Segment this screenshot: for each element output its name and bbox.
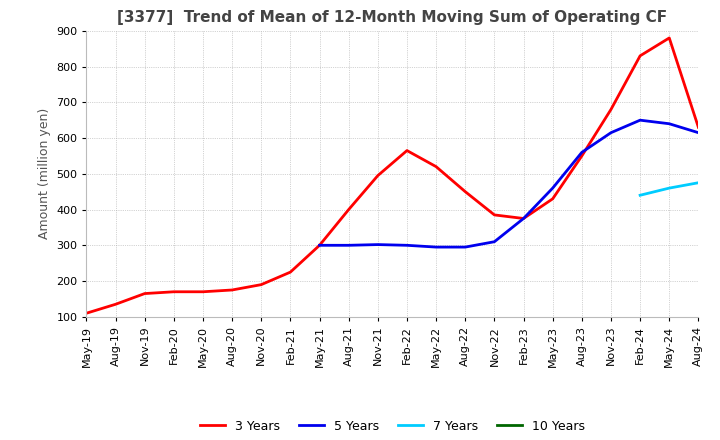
Title: [3377]  Trend of Mean of 12-Month Moving Sum of Operating CF: [3377] Trend of Mean of 12-Month Moving … <box>117 11 667 26</box>
5 Years <box>577 150 586 155</box>
3 Years <box>344 207 353 212</box>
3 Years <box>111 302 120 307</box>
Y-axis label: Amount (million yen): Amount (million yen) <box>37 108 50 239</box>
3 Years <box>286 269 294 275</box>
Line: 5 Years: 5 Years <box>320 120 698 247</box>
5 Years <box>402 242 411 248</box>
3 Years <box>519 216 528 221</box>
3 Years <box>665 35 674 40</box>
Line: 7 Years: 7 Years <box>640 183 698 195</box>
5 Years <box>607 130 616 136</box>
5 Years <box>694 130 703 136</box>
3 Years <box>169 289 178 294</box>
5 Years <box>490 239 499 244</box>
3 Years <box>461 189 469 194</box>
5 Years <box>432 245 441 250</box>
3 Years <box>315 242 324 248</box>
3 Years <box>199 289 207 294</box>
Line: 3 Years: 3 Years <box>86 38 698 313</box>
5 Years <box>549 185 557 191</box>
3 Years <box>577 153 586 158</box>
5 Years <box>344 242 353 248</box>
5 Years <box>461 245 469 250</box>
3 Years <box>140 291 149 296</box>
3 Years <box>82 311 91 316</box>
5 Years <box>636 117 644 123</box>
3 Years <box>607 107 616 112</box>
Legend: 3 Years, 5 Years, 7 Years, 10 Years: 3 Years, 5 Years, 7 Years, 10 Years <box>195 414 590 437</box>
3 Years <box>402 148 411 153</box>
3 Years <box>374 173 382 178</box>
3 Years <box>549 196 557 202</box>
3 Years <box>228 287 236 293</box>
3 Years <box>636 53 644 59</box>
3 Years <box>257 282 266 287</box>
3 Years <box>490 212 499 217</box>
5 Years <box>315 242 324 248</box>
5 Years <box>374 242 382 247</box>
3 Years <box>694 125 703 130</box>
5 Years <box>519 216 528 221</box>
7 Years <box>636 193 644 198</box>
7 Years <box>694 180 703 185</box>
5 Years <box>665 121 674 126</box>
3 Years <box>432 164 441 169</box>
7 Years <box>665 185 674 191</box>
